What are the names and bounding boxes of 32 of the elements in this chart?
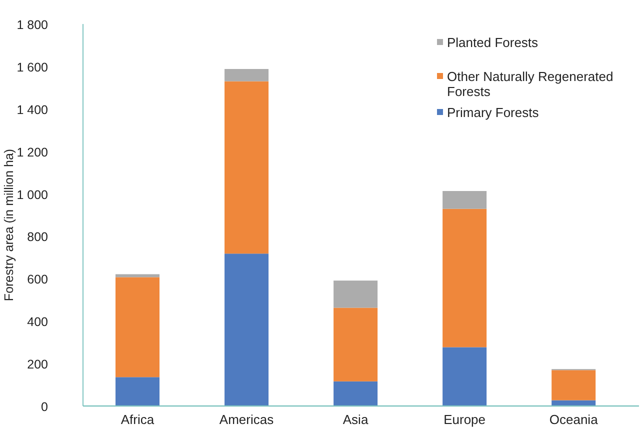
y-tick-label: 1 600 <box>16 60 48 74</box>
bar <box>552 370 596 400</box>
x-tick-label: Americas <box>219 412 274 427</box>
bar <box>224 81 269 254</box>
bar <box>116 277 160 378</box>
legend-label: Primary Forests <box>447 105 540 120</box>
y-tick-label: 0 <box>41 400 48 414</box>
y-tick-label: 1 400 <box>16 102 48 117</box>
bar <box>116 377 160 406</box>
y-tick-label: 1 800 <box>16 18 48 32</box>
bar <box>442 191 487 209</box>
bar <box>442 347 487 406</box>
bar <box>334 280 378 308</box>
x-tick-label: Europe <box>444 412 486 427</box>
y-tick-label: 400 <box>27 315 48 330</box>
y-tick-label: 1 200 <box>16 145 48 160</box>
x-tick-label: Africa <box>120 412 155 427</box>
bar <box>334 381 378 406</box>
bar <box>116 274 160 278</box>
bar <box>224 254 269 406</box>
y-tick-label: 200 <box>27 358 48 372</box>
legend-label: Planted Forests <box>447 35 539 50</box>
y-tick-label: 600 <box>27 272 48 287</box>
bar <box>224 68 269 82</box>
bar <box>442 208 487 348</box>
bar <box>334 308 378 382</box>
y-axis-title: Forestry area (in million ha) <box>2 148 16 302</box>
x-tick-label: Oceania <box>549 412 599 427</box>
x-tick-label: Asia <box>342 412 369 427</box>
y-tick-label: 1 000 <box>16 188 48 202</box>
y-tick-label: 800 <box>27 230 48 244</box>
legend-label: Other Naturally Regenerated Forests <box>447 69 614 99</box>
